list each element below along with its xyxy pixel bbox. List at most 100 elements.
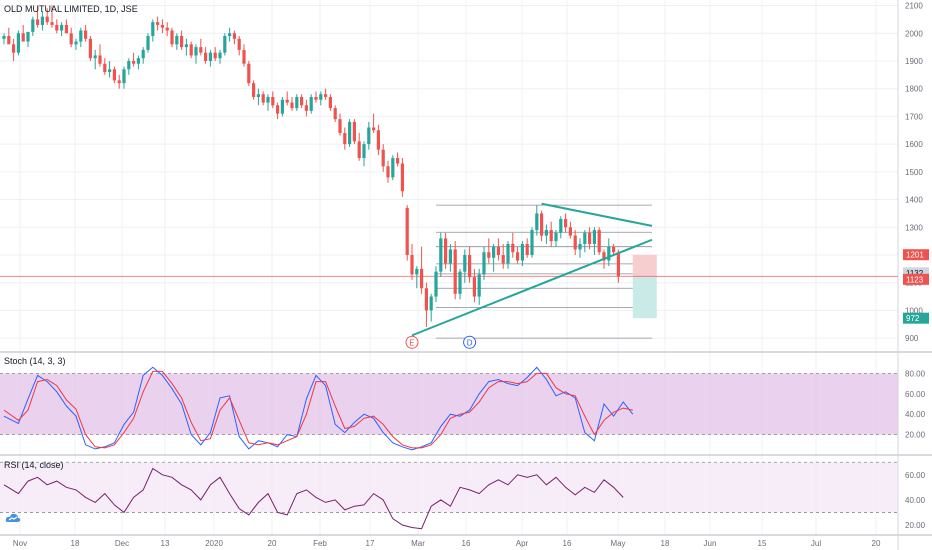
candle-up — [151, 22, 155, 37]
candle-down — [405, 207, 409, 255]
candle-up — [448, 249, 452, 264]
candle-down — [511, 243, 515, 253]
candle-down — [333, 108, 337, 120]
candle-down — [496, 246, 500, 255]
price-label-box — [903, 267, 929, 279]
osc-tick-label: 20.00 — [905, 431, 926, 440]
x-tick-label: 18 — [71, 539, 80, 548]
candle-down — [213, 52, 217, 59]
candle-up — [578, 243, 582, 250]
candle-down — [564, 218, 568, 228]
x-tick-label: 20 — [872, 539, 881, 548]
candle-up — [228, 33, 232, 37]
candle-up — [16, 33, 20, 53]
candle-down — [597, 230, 601, 253]
price-tick-label: 1400 — [905, 196, 923, 205]
candle-up — [223, 36, 227, 53]
tradingview-cloud-icon[interactable] — [5, 512, 21, 524]
candle-down — [376, 130, 380, 150]
candle-up — [458, 271, 462, 294]
rsi-series-line — [3, 467, 624, 530]
price-tick-label: 1500 — [905, 168, 923, 177]
candle-down — [170, 30, 174, 45]
candle-down — [261, 94, 265, 103]
candle-up — [60, 24, 64, 31]
candle-down — [588, 232, 592, 244]
candle-down — [165, 27, 169, 31]
price-label: 1123 — [906, 275, 924, 284]
candle-down — [285, 99, 289, 103]
candle-down — [36, 19, 40, 25]
candle-down — [64, 24, 68, 34]
candle-down — [204, 52, 208, 61]
candle-up — [348, 121, 352, 145]
candle-down — [199, 47, 203, 53]
candle-up — [477, 274, 481, 297]
candle-down — [7, 36, 11, 45]
x-tick-label: 17 — [366, 539, 375, 548]
candle-down — [98, 55, 102, 64]
candle-down — [602, 252, 606, 261]
candle-up — [391, 157, 395, 178]
candle-up — [280, 99, 284, 114]
price-tick-label: 900 — [905, 334, 919, 343]
event-marker-label: D — [467, 338, 473, 347]
event-marker — [463, 335, 477, 349]
chart-title: OLD MUTUAL LIMITED, 1D, JSE — [4, 4, 138, 14]
x-tick-label: Jun — [704, 539, 717, 548]
price-tick-label: 1600 — [905, 140, 923, 149]
candle-up — [492, 246, 496, 258]
candle-up — [434, 271, 438, 297]
candle-down — [568, 227, 572, 236]
x-tick-label: 15 — [758, 539, 767, 548]
osc-tick-label: 40.00 — [905, 496, 926, 505]
candle-down — [400, 163, 404, 192]
candle-down — [300, 97, 304, 106]
candle-down — [386, 166, 390, 178]
candle-down — [276, 105, 280, 114]
candle-down — [45, 16, 49, 23]
candle-down — [271, 97, 275, 106]
price-label-box — [903, 249, 929, 261]
candle-down — [549, 230, 553, 242]
x-tick-label: 13 — [161, 539, 170, 548]
candle-down — [242, 49, 246, 64]
candle-down — [381, 149, 385, 167]
candle-up — [141, 49, 145, 59]
candle-down — [88, 38, 92, 59]
osc-tick-label: 80.00 — [905, 369, 926, 378]
event-marker — [405, 335, 419, 349]
candle-up — [122, 69, 126, 84]
candle-up — [367, 127, 371, 145]
candle-down — [468, 254, 472, 278]
candle-down — [573, 235, 577, 250]
candle-down — [420, 268, 424, 289]
candle-up — [554, 232, 558, 242]
candle-down — [396, 157, 400, 164]
candle-down — [501, 254, 505, 264]
event-marker-label: E — [409, 338, 414, 347]
candle-down — [290, 102, 294, 109]
candle-up — [482, 252, 486, 275]
price-label-box — [903, 273, 929, 285]
candle-down — [410, 254, 414, 275]
candle-down — [117, 80, 121, 84]
x-tick-label: Nov — [13, 539, 27, 548]
candle-down — [304, 105, 308, 111]
candle-up — [136, 58, 140, 64]
price-tick-label: 2100 — [905, 2, 923, 11]
trendline — [541, 202, 653, 227]
osc-tick-label: 40.00 — [905, 410, 926, 419]
osc-tick-label: 60.00 — [905, 471, 926, 480]
candle-down — [160, 24, 164, 28]
x-tick-label: 2020 — [205, 539, 223, 548]
candle-up — [429, 296, 433, 311]
x-tick-label: Dec — [115, 539, 129, 548]
x-tick-label: Feb — [313, 539, 327, 548]
candle-down — [324, 94, 328, 98]
candle-down — [237, 38, 241, 50]
price-tick-label: 1000 — [905, 306, 923, 315]
price-tick-label: 1300 — [905, 223, 923, 232]
candle-up — [583, 232, 587, 244]
